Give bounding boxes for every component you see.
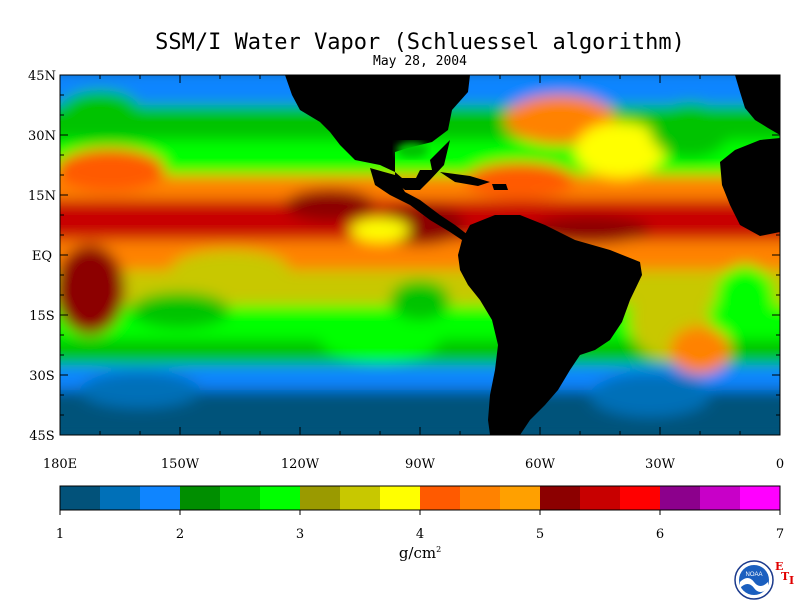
- lon-tick-label: 120W: [281, 457, 320, 472]
- colorbar-tick-label: 5: [536, 527, 544, 542]
- colorbar-swatch: [660, 486, 701, 510]
- lat-tick-label: 45S: [29, 429, 54, 444]
- colorbar-swatch: [140, 486, 181, 510]
- colorbar-swatch: [460, 486, 501, 510]
- lon-tick-label: 0: [776, 457, 784, 472]
- lat-tick-label: EQ: [32, 249, 52, 264]
- lon-tick-label: 30W: [645, 457, 676, 472]
- colorbar-swatch: [100, 486, 141, 510]
- eti-logo-text: E T I: [775, 560, 795, 587]
- colorbar-swatch: [500, 486, 541, 510]
- colorbar-swatch: [700, 486, 741, 510]
- lat-tick-label: 15S: [29, 309, 54, 324]
- map-title: SSM/I Water Vapor (Schluessel algorithm): [155, 30, 685, 55]
- colorbar-swatch: [620, 486, 661, 510]
- colorbar-swatch: [420, 486, 461, 510]
- colorbar-swatch: [220, 486, 261, 510]
- colorbar-swatch: [540, 486, 581, 510]
- noaa-logo: NOAA: [734, 560, 774, 600]
- lat-tick-label: 45N: [28, 69, 56, 84]
- lat-tick-label: 30S: [29, 369, 54, 384]
- lon-tick-label: 180E: [43, 457, 77, 472]
- colorbar-swatch: [60, 486, 101, 510]
- colorbar-swatch: [380, 486, 421, 510]
- colorbar-tick-label: 1: [56, 527, 64, 542]
- latitude-axis: 45N 30N 15N EQ 15S 30S 45S: [28, 69, 780, 444]
- map-date: May 28, 2004: [373, 54, 467, 69]
- colorbar-tick-label: 6: [656, 527, 664, 542]
- land-masses: [285, 75, 780, 435]
- colorbar-swatch: [300, 486, 341, 510]
- colorbar-swatch: [180, 486, 221, 510]
- colorbar-swatch: [740, 486, 781, 510]
- colorbar: 1 2 3 4 5 6 7: [56, 485, 784, 542]
- colorbar-tick-label: 3: [296, 527, 304, 542]
- svg-text:NOAA: NOAA: [745, 572, 762, 578]
- longitude-axis: 180E 150W 120W 90W 60W 30W 0: [43, 75, 784, 472]
- colorbar-tick-label: 7: [776, 527, 784, 542]
- lon-tick-label: 60W: [525, 457, 556, 472]
- lat-tick-label: 15N: [28, 189, 56, 204]
- lat-tick-label: 30N: [28, 129, 56, 144]
- colorbar-swatch: [340, 486, 381, 510]
- colorbar-swatch: [260, 486, 301, 510]
- lon-tick-label: 90W: [405, 457, 436, 472]
- map-field: [60, 75, 780, 435]
- colorbar-tick-label: 4: [416, 527, 424, 542]
- units-label: g/cm2: [398, 544, 442, 562]
- colorbar-swatch: [580, 486, 621, 510]
- colorbar-tick-label: 2: [176, 527, 184, 542]
- lon-tick-label: 150W: [161, 457, 200, 472]
